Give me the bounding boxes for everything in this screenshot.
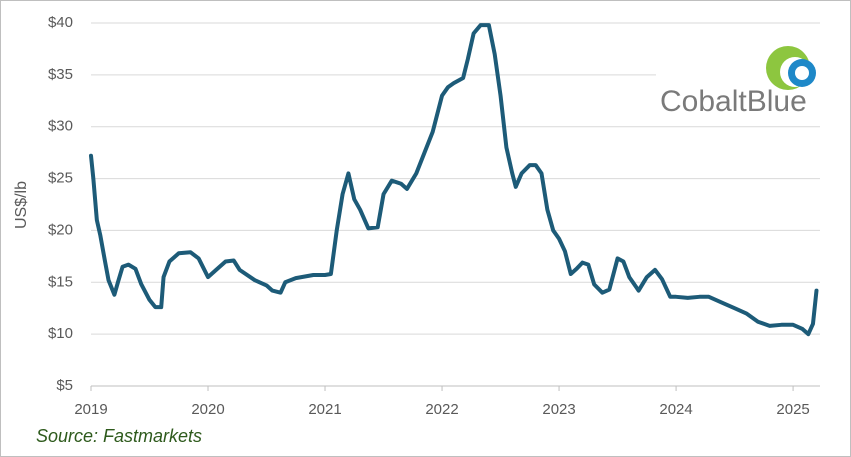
price-line xyxy=(89,23,819,337)
y-tick-label: $35 xyxy=(48,66,73,83)
y-tick-label: $15 xyxy=(48,273,73,290)
y-tick-label: $10 xyxy=(48,325,73,342)
y-tick-label: $30 xyxy=(48,118,73,135)
source-note: Source: Fastmarkets xyxy=(36,426,202,446)
x-tick-label: 2020 xyxy=(191,401,224,418)
x-tick-label: 2022 xyxy=(425,401,458,418)
logo: CobaltBlue xyxy=(656,40,824,120)
grid: $5 $10 $15 $20 $25 $30 $35 $40 2019 2020 2021 2022 2… xyxy=(48,14,820,418)
y-tick-label: $40 xyxy=(48,14,73,31)
logo-circle-hole xyxy=(795,66,809,80)
x-tick-label: 2023 xyxy=(542,401,575,418)
x-tick-label: 2021 xyxy=(308,401,341,418)
x-tick-label: 2019 xyxy=(74,401,107,418)
y-tick-label: $5 xyxy=(56,377,73,394)
logo-text: CobaltBlue xyxy=(660,85,807,118)
x-tick-label: 2025 xyxy=(776,401,809,418)
plot xyxy=(89,23,819,337)
y-tick-label: $20 xyxy=(48,221,73,238)
y-axis-label: US$/lb xyxy=(13,181,30,229)
x-tick-label: 2024 xyxy=(659,401,692,418)
y-tick-label: $25 xyxy=(48,170,73,187)
